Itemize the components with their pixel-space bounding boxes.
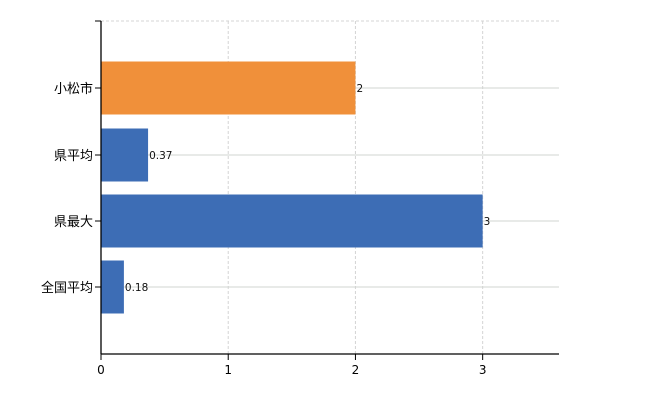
data-label: 3: [484, 216, 491, 228]
y-tick-label: 県平均: [54, 149, 93, 164]
data-label: 2: [356, 83, 363, 95]
x-tick-label: 2: [352, 363, 360, 377]
bar: [101, 194, 483, 248]
x-tick-label: 1: [224, 363, 232, 377]
x-tick-label: 3: [479, 363, 487, 377]
y-tick-label: 全国平均: [41, 280, 93, 296]
bar: [101, 128, 149, 182]
y-tick-label: 小松市: [54, 81, 93, 97]
data-label: 0.37: [149, 150, 172, 162]
x-tick-label: 0: [97, 363, 105, 377]
data-label: 0.18: [125, 282, 148, 294]
y-tick-label: 県最大: [54, 215, 93, 230]
bar: [101, 61, 356, 115]
bar: [101, 260, 124, 314]
